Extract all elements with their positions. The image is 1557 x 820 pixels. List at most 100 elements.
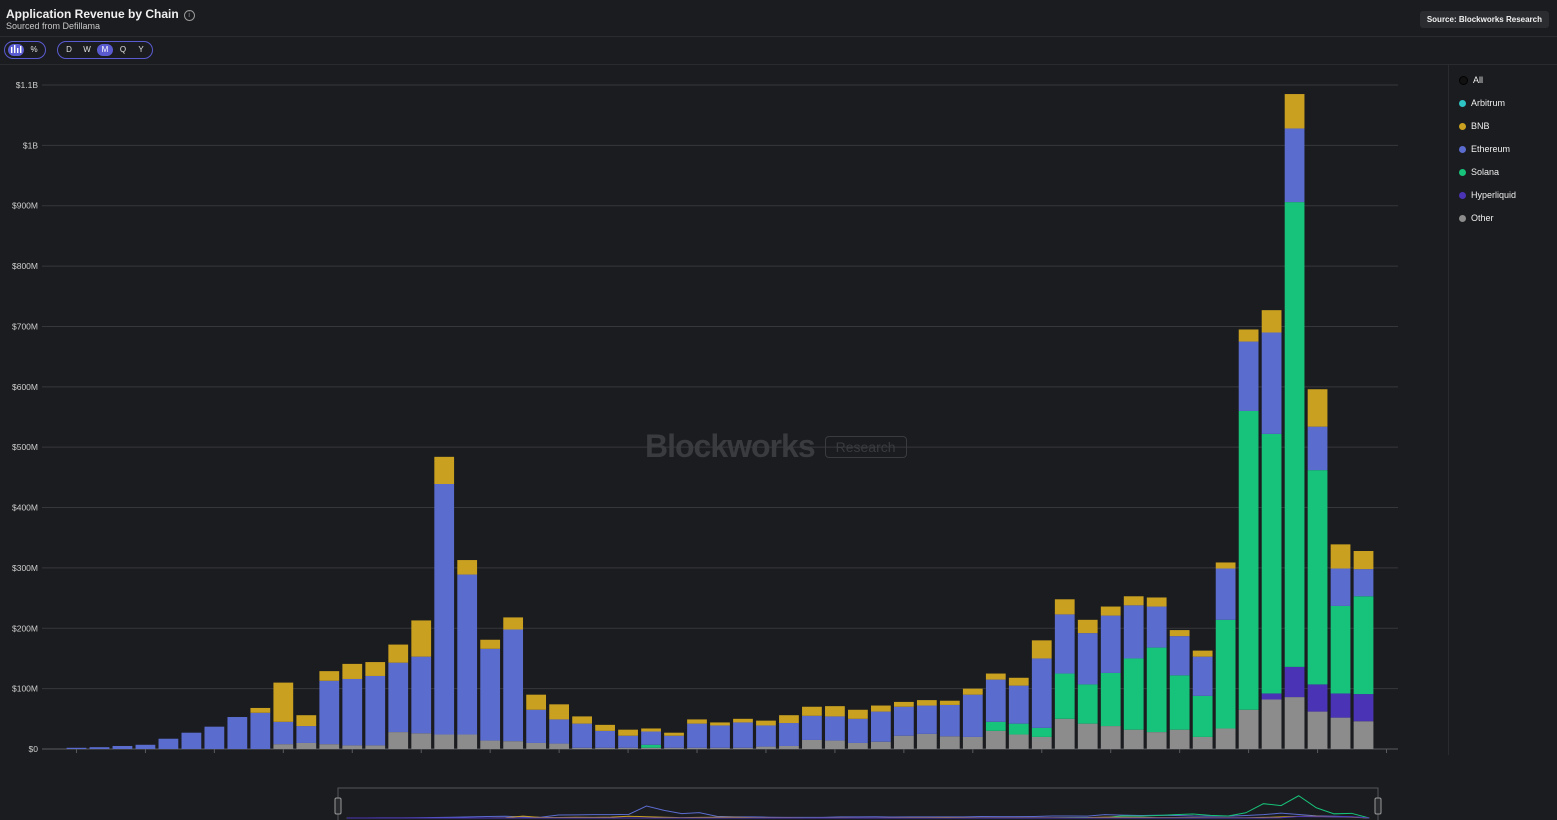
bar-segment-bnb[interactable] [710, 722, 730, 726]
bar-segment-ethereum[interactable] [457, 574, 478, 735]
bar-segment-ethereum[interactable] [939, 704, 960, 737]
bar-segment-other[interactable] [939, 736, 960, 749]
bar-segment-bnb[interactable] [365, 662, 386, 676]
bar-segment-ethereum[interactable] [710, 725, 730, 748]
bar-segment-solana[interactable] [1031, 727, 1052, 737]
bar-segment-bnb[interactable] [756, 720, 776, 726]
bar-segment-ethereum[interactable] [1146, 606, 1167, 648]
legend-item-solana[interactable]: Solana [1459, 167, 1499, 177]
bar-segment-bnb[interactable] [572, 716, 592, 724]
bar-segment-hyperliquid[interactable] [1330, 693, 1351, 718]
bar-segment-solana[interactable] [1077, 684, 1098, 724]
bar-segment-ethereum[interactable] [342, 678, 363, 746]
bar-segment-bnb[interactable] [1192, 650, 1213, 657]
interval-q-button[interactable]: Q [119, 45, 127, 54]
bar-segment-bnb[interactable] [1031, 640, 1052, 659]
bar-segment-bnb[interactable] [1307, 389, 1328, 427]
bar-segment-other[interactable] [1031, 736, 1052, 749]
bar-segment-bnb[interactable] [319, 671, 340, 681]
bar-segment-ethereum[interactable] [1261, 332, 1282, 434]
bar-segment-other[interactable] [870, 741, 891, 749]
bar-segment-ethereum[interactable] [66, 747, 87, 749]
bar-segment-other[interactable] [595, 747, 615, 749]
bar-segment-ethereum[interactable] [618, 735, 638, 748]
bar-segment-ethereum[interactable] [411, 656, 432, 734]
bar-segment-bnb[interactable] [411, 620, 432, 657]
bar-segment-bnb[interactable] [1008, 677, 1029, 686]
bar-segment-ethereum[interactable] [434, 484, 455, 735]
bar-segment-bnb[interactable] [1353, 551, 1374, 570]
bar-segment-ethereum[interactable] [756, 725, 776, 747]
bar-segment-solana[interactable] [985, 721, 1006, 731]
bar-segment-other[interactable] [802, 739, 822, 749]
bar-segment-other[interactable] [457, 734, 478, 749]
bar-segment-bnb[interactable] [1054, 599, 1075, 615]
bar-segment-bnb[interactable] [848, 709, 868, 719]
bar-segment-hyperliquid[interactable] [1261, 693, 1282, 700]
bar-segment-bnb[interactable] [457, 560, 478, 575]
bar-segment-solana[interactable] [1330, 605, 1351, 694]
bar-segment-ethereum[interactable] [595, 730, 615, 748]
bar-segment-other[interactable] [296, 742, 317, 749]
bar-segment-solana[interactable] [1284, 202, 1305, 667]
bar-segment-other[interactable] [1123, 729, 1144, 749]
bar-segment-other[interactable] [549, 743, 570, 749]
bar-segment-bnb[interactable] [618, 729, 638, 736]
bar-segment-other[interactable] [411, 733, 432, 749]
bar-segment-other[interactable] [1330, 717, 1351, 749]
info-icon[interactable]: i [183, 10, 195, 21]
bar-segment-other[interactable] [1146, 732, 1167, 749]
bar-segment-ethereum[interactable] [1054, 614, 1075, 674]
bar-segment-bnb[interactable] [250, 707, 271, 713]
bar-segment-ethereum[interactable] [572, 723, 592, 748]
bar-segment-ethereum[interactable] [1169, 636, 1190, 676]
bar-segment-solana[interactable] [1100, 672, 1121, 727]
bar-segment-ethereum[interactable] [1192, 656, 1213, 696]
bar-segment-ethereum[interactable] [1215, 568, 1236, 620]
bar-segment-bnb[interactable] [687, 719, 707, 724]
bar-segment-ethereum[interactable] [985, 679, 1006, 722]
bar-segment-other[interactable] [434, 734, 455, 749]
bar-segment-ethereum[interactable] [1008, 685, 1029, 724]
legend-item-all[interactable]: All [1459, 75, 1483, 85]
bar-segment-other[interactable] [687, 747, 707, 749]
bar-segment-bnb[interactable] [1123, 596, 1144, 606]
bar-segment-ethereum[interactable] [296, 726, 317, 743]
bar-segment-other[interactable] [733, 747, 753, 749]
bar-segment-ethereum[interactable] [802, 715, 822, 740]
bar-segment-solana[interactable] [1307, 470, 1328, 685]
bar-segment-other[interactable] [1077, 723, 1098, 749]
bar-segment-ethereum[interactable] [893, 706, 914, 736]
bar-segment-ethereum[interactable] [916, 705, 937, 734]
bar-segment-bnb[interactable] [434, 456, 455, 485]
bar-segment-other[interactable] [1261, 699, 1282, 749]
bar-segment-bnb[interactable] [595, 724, 615, 731]
bar-segment-bnb[interactable] [1077, 619, 1098, 634]
bar-segment-bnb[interactable] [526, 694, 547, 710]
legend-item-arbitrum[interactable]: Arbitrum [1459, 98, 1505, 108]
bar-segment-bnb[interactable] [916, 700, 937, 706]
interval-d-button[interactable]: D [66, 45, 72, 54]
bar-chart-icon[interactable] [8, 44, 24, 56]
bar-segment-ethereum[interactable] [641, 731, 661, 745]
bar-segment-other[interactable] [342, 745, 363, 749]
bar-segment-bnb[interactable] [664, 732, 684, 736]
legend-item-hyperliquid[interactable]: Hyperliquid [1459, 190, 1516, 200]
bar-segment-bnb[interactable] [388, 644, 409, 663]
bar-segment-other[interactable] [1238, 709, 1259, 749]
bar-segment-other[interactable] [1008, 734, 1029, 749]
bar-segment-other[interactable] [756, 746, 776, 749]
bar-segment-bnb[interactable] [825, 706, 845, 717]
bar-segment-ethereum[interactable] [848, 718, 868, 743]
bar-segment-ethereum[interactable] [1123, 605, 1144, 659]
bar-segment-bnb[interactable] [480, 639, 501, 649]
bar-segment-other[interactable] [710, 747, 730, 749]
bar-segment-other[interactable] [1054, 718, 1075, 749]
bar-segment-ethereum[interactable] [779, 723, 799, 746]
interval-y-button[interactable]: Y [138, 45, 144, 54]
navigator-left-handle[interactable] [334, 797, 342, 815]
bar-segment-ethereum[interactable] [181, 732, 202, 749]
bar-segment-ethereum[interactable] [1238, 341, 1259, 411]
bar-segment-hyperliquid[interactable] [1353, 694, 1374, 722]
bar-segment-ethereum[interactable] [687, 723, 707, 748]
